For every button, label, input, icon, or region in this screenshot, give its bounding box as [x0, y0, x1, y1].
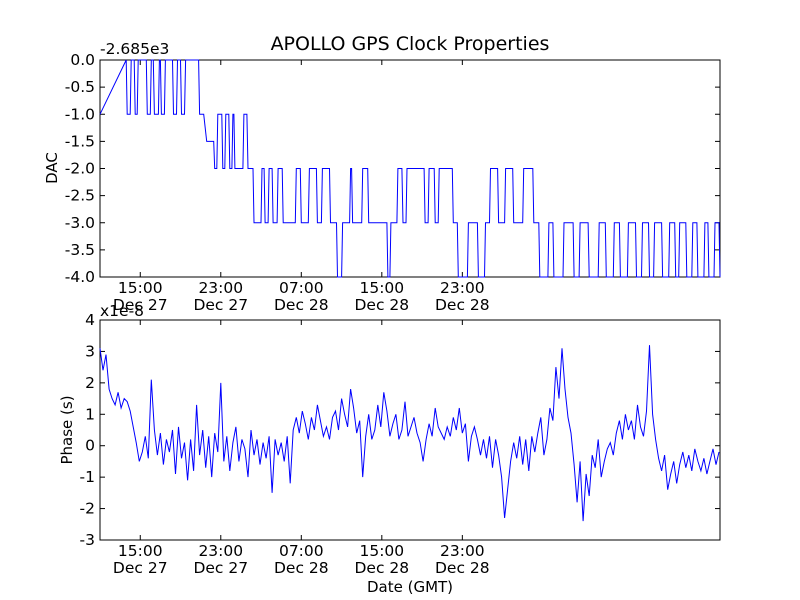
y-tick-label: -4.0 — [65, 268, 95, 286]
x-tick-date-label: Dec 27 — [113, 296, 168, 314]
x-tick-date-label: Dec 28 — [274, 296, 329, 314]
y-tick-label: 1 — [85, 405, 95, 423]
y-tick-label: -3.5 — [65, 241, 95, 259]
y-tick-label: -3.0 — [65, 214, 95, 232]
dac-series-line — [99, 59, 721, 278]
y-tick-label: 2 — [85, 374, 95, 392]
dac-y-axis-label: DAC — [43, 152, 61, 184]
y-tick-label: -1.5 — [65, 132, 95, 150]
phase-series-line — [99, 345, 720, 522]
phase-axes: x1e-8 Phase (s) Date (GMT) 4 3 2 1 0 -1 -2 -3 1… — [58, 302, 721, 596]
phase-y-axis-label: Phase (s) — [58, 395, 76, 464]
y-tick-label: -2.0 — [65, 160, 95, 178]
x-tick-time-label: 15:00 — [359, 542, 404, 560]
x-tick-time-label: 07:00 — [279, 279, 324, 297]
figure-title: APOLLO GPS Clock Properties — [271, 33, 550, 55]
x-tick-date-label: Dec 27 — [113, 559, 168, 577]
x-tick-date-label: Dec 27 — [193, 559, 248, 577]
y-tick-label: -2 — [80, 500, 95, 518]
x-tick-time-label: 15:00 — [118, 542, 163, 560]
x-tick-time-label: 23:00 — [440, 542, 485, 560]
x-tick-date-label: Dec 28 — [274, 559, 329, 577]
y-tick-label: -0.5 — [65, 78, 95, 96]
x-tick-time-label: 23:00 — [440, 279, 485, 297]
y-tick-label: 0 — [85, 437, 95, 455]
phase-scale-label: x1e-8 — [100, 302, 144, 320]
x-tick-time-label: 23:00 — [198, 542, 243, 560]
y-tick-label: 3 — [85, 342, 95, 360]
y-tick-label: -1.0 — [65, 105, 95, 123]
x-tick-date-label: Dec 28 — [354, 296, 409, 314]
x-tick-time-label: 15:00 — [359, 279, 404, 297]
y-tick-label: 4 — [85, 311, 95, 329]
x-tick-date-label: Dec 28 — [435, 559, 490, 577]
y-tick-label: -1 — [80, 468, 95, 486]
x-tick-date-label: Dec 28 — [354, 559, 409, 577]
x-tick-time-label: 07:00 — [279, 542, 324, 560]
y-tick-label: 0.0 — [70, 51, 95, 69]
dac-axes: -2.685e3 DAC 0.0 -0.5 -1.0 -1.5 -2.0 -2.5 -3.0… — [43, 40, 721, 314]
phase-x-axis-label: Date (GMT) — [367, 578, 453, 596]
dac-offset-label: -2.685e3 — [100, 40, 169, 58]
x-tick-date-label: Dec 28 — [435, 296, 490, 314]
x-tick-time-label: 15:00 — [118, 279, 163, 297]
y-tick-label: -2.5 — [65, 187, 95, 205]
y-tick-label: -3 — [80, 531, 95, 549]
x-tick-time-label: 23:00 — [198, 279, 243, 297]
x-tick-date-label: Dec 27 — [193, 296, 248, 314]
